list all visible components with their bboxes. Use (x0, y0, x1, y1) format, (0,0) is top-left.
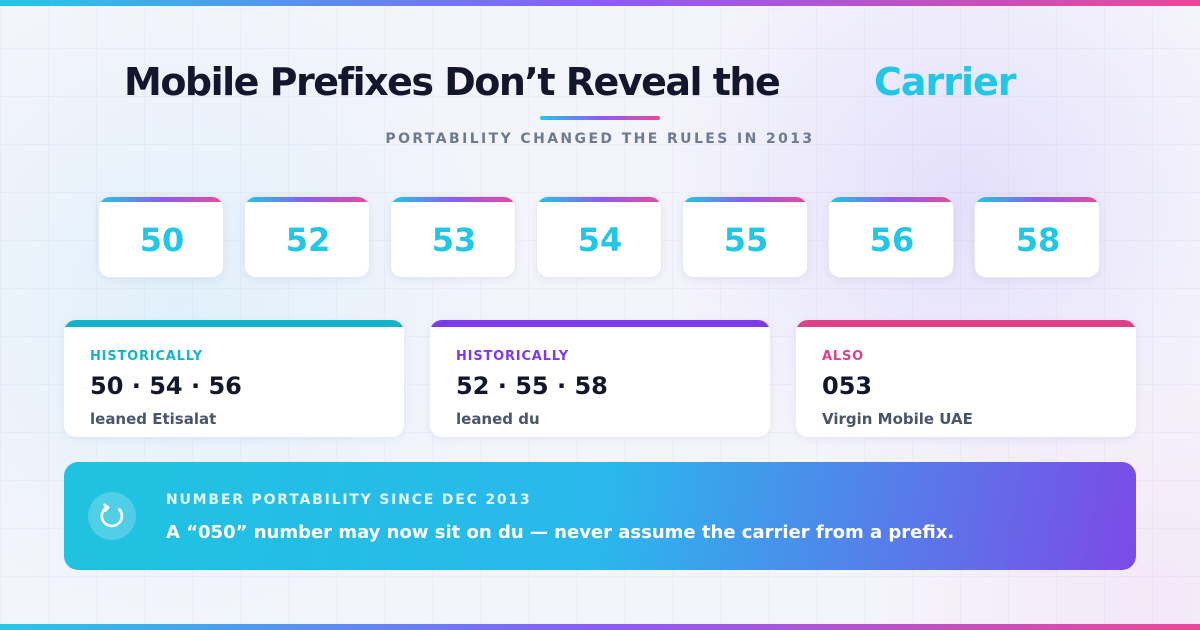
info-card-label: HISTORICALLY (90, 349, 204, 364)
prefix-card-cap (537, 197, 661, 202)
info-card-du: HISTORICALLY 52 · 55 · 58 leaned du (430, 320, 770, 437)
info-card-value: 52 · 55 · 58 (456, 372, 608, 400)
prefix-card-cap (829, 197, 953, 202)
prefix-card: 50 (98, 196, 224, 278)
prefix-card: 53 (390, 196, 516, 278)
info-card-desc: Virgin Mobile UAE (822, 410, 973, 428)
prefix-card-cap (975, 197, 1099, 202)
subtitle: PORTABILITY CHANGED THE RULES IN 2013 (385, 131, 815, 147)
prefix-number: 58 (1015, 221, 1061, 259)
info-card-desc: leaned Etisalat (90, 410, 217, 428)
prefix-card-cap (391, 197, 515, 202)
prefix-number: 54 (577, 221, 623, 259)
title-underline (540, 116, 660, 120)
title-accent-text: Carrier (874, 60, 1017, 104)
title-text: Mobile Prefixes Don’t Reveal the (124, 60, 781, 104)
prefix-card: 52 (244, 196, 370, 278)
info-card-label: HISTORICALLY (456, 349, 570, 364)
prefix-card-cap (683, 197, 807, 202)
prefix-card: 56 (828, 196, 954, 278)
info-card-virgin: ALSO 053 Virgin Mobile UAE (796, 320, 1136, 437)
prefix-card: 55 (682, 196, 808, 278)
page-title: Mobile Prefixes Don’t Reveal the Carrier (0, 56, 1200, 112)
banner-text: A “050” number may now sit on du — never… (166, 522, 955, 543)
refresh-icon (88, 492, 136, 540)
prefix-card: 54 (536, 196, 662, 278)
top-gradient-bar (0, 0, 1200, 6)
info-card-cap (796, 320, 1136, 327)
prefix-number: 55 (723, 221, 769, 259)
prefix-card-cap (99, 197, 223, 202)
prefix-card: 58 (974, 196, 1100, 278)
prefix-card-cap (245, 197, 369, 202)
prefix-number: 56 (869, 221, 915, 259)
banner-heading: NUMBER PORTABILITY SINCE DEC 2013 (166, 492, 532, 508)
info-card-etisalat: HISTORICALLY 50 · 54 · 56 leaned Etisala… (64, 320, 404, 437)
info-card-value: 50 · 54 · 56 (90, 372, 242, 400)
info-card-cap (64, 320, 404, 327)
info-card-cap (430, 320, 770, 327)
info-card-value: 053 (822, 372, 873, 400)
info-card-desc: leaned du (456, 410, 540, 428)
prefix-number: 53 (431, 221, 477, 259)
prefix-number: 52 (285, 221, 331, 259)
info-card-label: ALSO (822, 349, 864, 364)
portability-banner: NUMBER PORTABILITY SINCE DEC 2013 A “050… (64, 462, 1136, 570)
prefix-number: 50 (139, 221, 185, 259)
bottom-gradient-bar (0, 624, 1200, 630)
